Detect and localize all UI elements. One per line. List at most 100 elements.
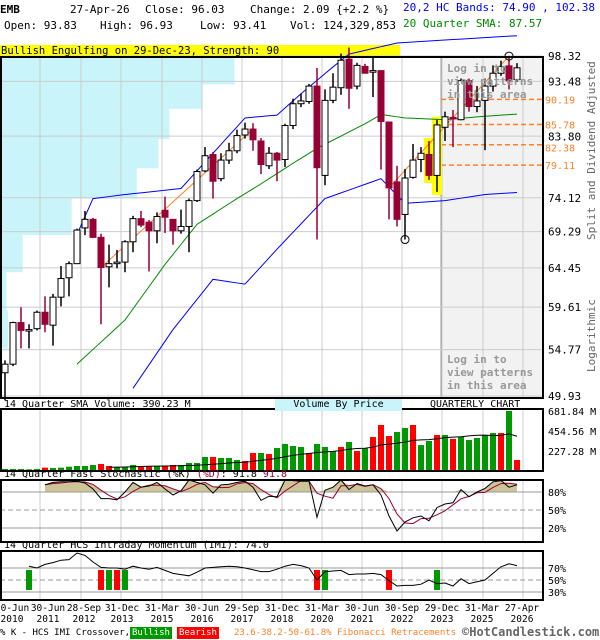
date-tick-label: 28-Sep — [67, 603, 102, 614]
candle-body — [105, 263, 113, 268]
stoch-tick-label: 50% — [548, 506, 566, 517]
volume-by-price-bar — [1, 84, 202, 109]
volume-bar — [82, 465, 88, 471]
login-line: in this area — [447, 379, 527, 392]
date-tick-label: 27-Apr — [505, 603, 540, 614]
login-notice-bottom[interactable]: Log in to view patterns in this area — [447, 353, 533, 392]
volume-bar — [234, 460, 240, 471]
imi-tick-label: 70% — [548, 564, 566, 575]
volume-bar — [386, 435, 392, 471]
candle-body — [441, 116, 449, 128]
candle — [145, 220, 153, 272]
high-value: High: 96.93 — [100, 19, 173, 32]
volume-bar — [514, 460, 520, 471]
crossover-marker-bullish — [106, 570, 112, 590]
price-tick-label: 93.48 — [548, 75, 581, 88]
imi-tick-label: 30% — [548, 588, 566, 599]
candle-body — [9, 322, 17, 365]
candle-body — [281, 125, 289, 160]
volume-bar — [218, 457, 224, 471]
candle-body — [185, 200, 193, 227]
candle-body — [393, 181, 401, 220]
candle — [505, 56, 513, 90]
date-tick-label: 2010 — [1, 614, 24, 625]
candle-body — [153, 216, 161, 232]
pattern-banner[interactable]: Bullish Engulfing on 29-Dec-23, Strength… — [1, 45, 280, 57]
candle-body — [65, 263, 73, 279]
candle-body — [89, 218, 97, 238]
candle — [457, 78, 465, 121]
candle — [265, 147, 273, 169]
date-tick-label: 2025 — [471, 614, 494, 625]
candle — [57, 265, 65, 307]
volume-bar — [178, 465, 184, 471]
price-tick-label: 69.29 — [548, 226, 581, 239]
volume-sma-line — [108, 433, 518, 468]
volume-bar — [90, 465, 96, 471]
candle — [481, 78, 489, 151]
date-tick-label: 31-Mar — [305, 603, 340, 614]
candle — [297, 93, 305, 108]
candle-body — [233, 135, 241, 152]
copyright[interactable]: ©HotCandlestick.com — [462, 625, 600, 639]
login-notice-top[interactable]: Log in to view patterns in this area — [447, 62, 533, 101]
candle — [241, 122, 249, 139]
volume-bar — [138, 465, 144, 471]
candle-body — [305, 85, 313, 102]
crossover-marker-bullish — [434, 570, 440, 590]
candle — [329, 73, 337, 104]
date-tick-label: 2026 — [511, 614, 534, 625]
candle — [225, 142, 233, 164]
candle-body — [481, 85, 489, 101]
candle — [41, 296, 49, 333]
volume-bar — [114, 467, 120, 471]
change-value: Change: 2.09 {+2.2 %} — [250, 3, 390, 16]
candle — [129, 215, 137, 253]
volume-tick-label: 227.28 M — [548, 447, 596, 458]
candle-body — [497, 65, 505, 74]
candle — [249, 123, 257, 151]
login-line: view patterns — [447, 75, 534, 88]
candle — [177, 209, 185, 234]
login-shaded-area — [441, 57, 543, 398]
candle-body — [449, 116, 457, 120]
lower-band-line — [132, 178, 518, 389]
candle-body — [321, 99, 329, 176]
candle — [409, 144, 417, 179]
candle-body — [265, 152, 273, 167]
volume-tick-label: 681.84 M — [548, 407, 596, 418]
candle — [161, 196, 169, 233]
candle — [401, 168, 409, 240]
volume-bar — [466, 440, 472, 471]
date-tick-label: 2016 — [191, 614, 214, 625]
date-tick-label: 30-Jun — [0, 603, 29, 614]
volume-bar — [34, 468, 40, 471]
volume-by-price-label: Volume By Price — [275, 399, 402, 411]
candle-body — [17, 322, 25, 331]
panel-border — [0, 479, 544, 543]
candle — [137, 210, 145, 228]
candle — [89, 217, 97, 239]
volume-bar — [290, 446, 296, 471]
candle-body — [385, 121, 393, 189]
candle — [105, 244, 113, 288]
volume-bar — [378, 424, 384, 471]
volume-by-price-bar — [1, 168, 137, 199]
candle-body — [177, 225, 185, 232]
volume-bar — [338, 446, 344, 471]
stoch-d-title: (%D) — [196, 469, 221, 480]
crossover-label: % K - HCS IMI Crossover, — [0, 628, 131, 638]
volume-bar — [458, 437, 464, 471]
volume-bar — [42, 467, 48, 471]
volume-bar — [258, 452, 264, 471]
volume-bar — [98, 463, 104, 471]
candle-body — [401, 177, 409, 215]
candle — [449, 109, 457, 148]
date-tick-label: 2022 — [391, 614, 414, 625]
candle-body — [273, 152, 281, 161]
fib-level-label: 90.19 — [545, 95, 575, 106]
candle-body — [369, 70, 377, 73]
stoch-title: 14 Quarter Fast Stochastic (%K) — [4, 469, 191, 480]
chart-type-label: QUARTERLY CHART — [430, 399, 521, 410]
